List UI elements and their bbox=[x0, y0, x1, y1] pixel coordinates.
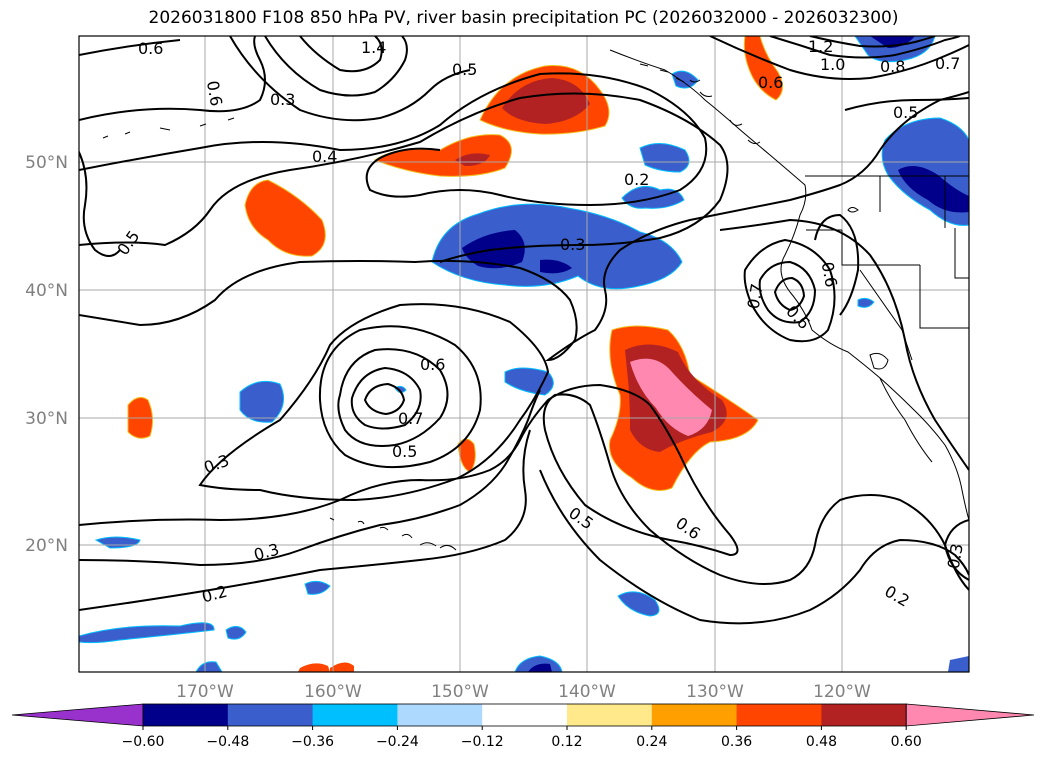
contour-label: 0.6 bbox=[203, 79, 226, 107]
colorbar-segment bbox=[651, 704, 738, 726]
colorbar-segment bbox=[143, 704, 229, 726]
colorbar-segment bbox=[397, 704, 483, 726]
colorbar-segment bbox=[312, 704, 398, 726]
colorbar-tick-label: 0.60 bbox=[891, 734, 922, 750]
contour-label: 0.3 bbox=[944, 542, 967, 570]
contour-label: 0.5 bbox=[392, 442, 417, 461]
contour-label: 0.7 bbox=[935, 54, 960, 73]
colorbar-tick-label: −0.60 bbox=[122, 734, 165, 750]
colorbar-segment bbox=[482, 704, 568, 726]
colorbar: −0.60 −0.48 −0.36 −0.24 −0.12 0.12 0.24 0.36 0.4… bbox=[11, 703, 1035, 750]
colorbar-tick-label: −0.36 bbox=[291, 734, 334, 750]
contour-label: 0.7 bbox=[398, 409, 423, 428]
colorbar-tick-label: 0.12 bbox=[551, 734, 582, 750]
coastlines bbox=[102, 49, 969, 551]
contour-label: 0.5 bbox=[452, 60, 477, 79]
map-title: 2026031800 F108 850 hPa PV, river basin … bbox=[148, 8, 899, 28]
contour-label: 0.5 bbox=[893, 103, 918, 122]
contour-label: 0.6 bbox=[758, 73, 783, 92]
contour-label: 0.3 bbox=[560, 235, 585, 254]
contour-label: 1.2 bbox=[808, 37, 833, 56]
contour-label: 0.7 bbox=[744, 282, 767, 310]
gridlines bbox=[79, 36, 969, 672]
lon-label: 150°W bbox=[431, 682, 489, 702]
colorbar-extend-high bbox=[905, 703, 1035, 727]
colorbar-segment bbox=[227, 704, 314, 726]
colorbar-tick-label: 0.24 bbox=[636, 734, 667, 750]
contour-label: 1.4 bbox=[361, 38, 386, 57]
contour-label: 0.6 bbox=[420, 355, 445, 374]
colorbar-tick-label: 0.48 bbox=[806, 734, 837, 750]
colorbar-segment bbox=[821, 704, 907, 726]
lat-label: 50°N bbox=[25, 153, 68, 173]
latitude-labels: 50°N 40°N 30°N 20°N bbox=[25, 153, 68, 556]
colorbar-outline bbox=[142, 703, 907, 727]
colorbar-segment bbox=[736, 704, 822, 726]
lon-label: 160°W bbox=[304, 682, 362, 702]
longitude-labels: 170°W 160°W 150°W 140°W 130°W 120°W bbox=[176, 682, 871, 702]
colorbar-tick-label: −0.24 bbox=[376, 734, 419, 750]
contour-label: 0.4 bbox=[312, 147, 337, 166]
contour-label: 1.0 bbox=[820, 55, 845, 74]
map-area: 0.6 1.4 0.6 0.3 0.5 1.2 1.0 0.8 0.7 0.6 … bbox=[79, 36, 969, 672]
colorbar-extend-low bbox=[11, 703, 144, 727]
colorbar-segment bbox=[567, 704, 653, 726]
map-frame bbox=[78, 35, 970, 673]
contour-label: 0.2 bbox=[624, 170, 649, 189]
lat-label: 20°N bbox=[25, 536, 68, 556]
colorbar-tick-label: −0.12 bbox=[461, 734, 504, 750]
contour-label: 0.3 bbox=[270, 90, 295, 109]
lat-label: 40°N bbox=[25, 281, 68, 301]
contour-label: 0.6 bbox=[138, 39, 163, 58]
lon-label: 140°W bbox=[558, 682, 616, 702]
colorbar-tick-label: 0.36 bbox=[721, 734, 752, 750]
lon-label: 120°W bbox=[813, 682, 871, 702]
contour-label: 0.8 bbox=[880, 57, 905, 76]
lat-label: 30°N bbox=[25, 409, 68, 429]
lon-label: 170°W bbox=[176, 682, 234, 702]
lon-label: 130°W bbox=[686, 682, 744, 702]
pv-contours bbox=[79, 36, 969, 625]
colorbar-tick-label: −0.48 bbox=[206, 734, 249, 750]
contour-label: 0.6 bbox=[818, 260, 841, 288]
